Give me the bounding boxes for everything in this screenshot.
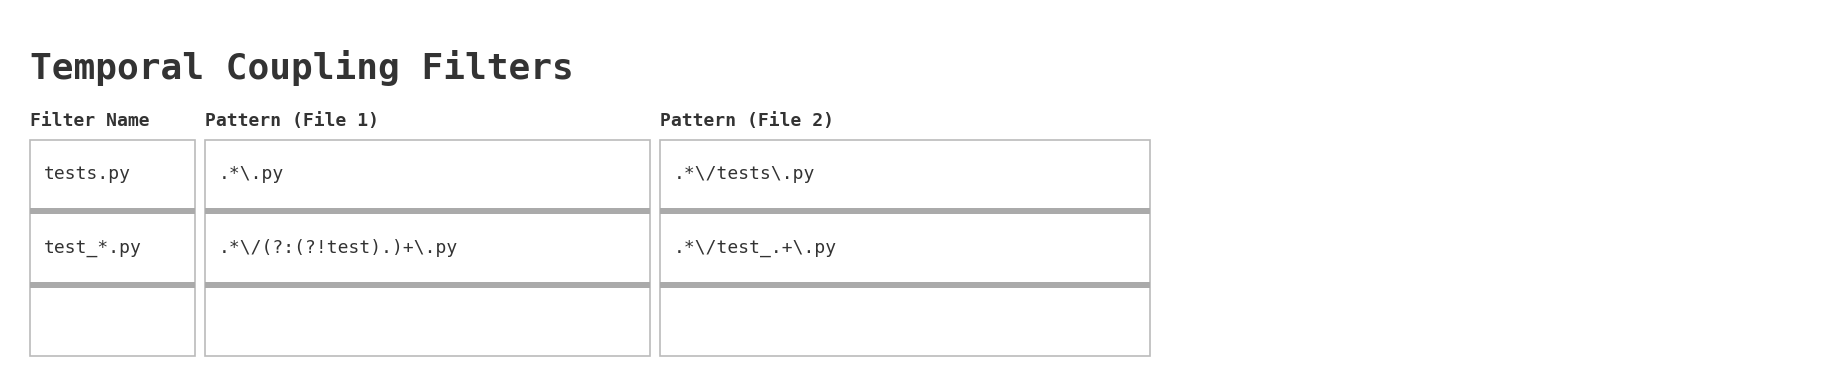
FancyBboxPatch shape [29, 282, 195, 288]
FancyBboxPatch shape [205, 140, 650, 356]
FancyBboxPatch shape [205, 208, 650, 214]
FancyBboxPatch shape [205, 282, 650, 288]
FancyBboxPatch shape [659, 140, 1150, 356]
Text: Filter Name: Filter Name [29, 112, 150, 130]
FancyBboxPatch shape [29, 140, 195, 356]
FancyBboxPatch shape [29, 208, 195, 214]
FancyBboxPatch shape [659, 282, 1150, 288]
Text: Pattern (File 2): Pattern (File 2) [659, 112, 834, 130]
Text: .*\.py: .*\.py [219, 165, 285, 183]
FancyBboxPatch shape [659, 208, 1150, 214]
Text: tests.py: tests.py [44, 165, 131, 183]
Text: test_*.py: test_*.py [44, 239, 142, 257]
Text: .*\/(?:(?!test).)+\.py: .*\/(?:(?!test).)+\.py [219, 239, 458, 257]
Text: .*\/test_.+\.py: .*\/test_.+\.py [674, 239, 836, 257]
Text: .*\/tests\.py: .*\/tests\.py [674, 165, 816, 183]
Text: Pattern (File 1): Pattern (File 1) [205, 112, 380, 130]
Text: Temporal Coupling Filters: Temporal Coupling Filters [29, 50, 573, 86]
